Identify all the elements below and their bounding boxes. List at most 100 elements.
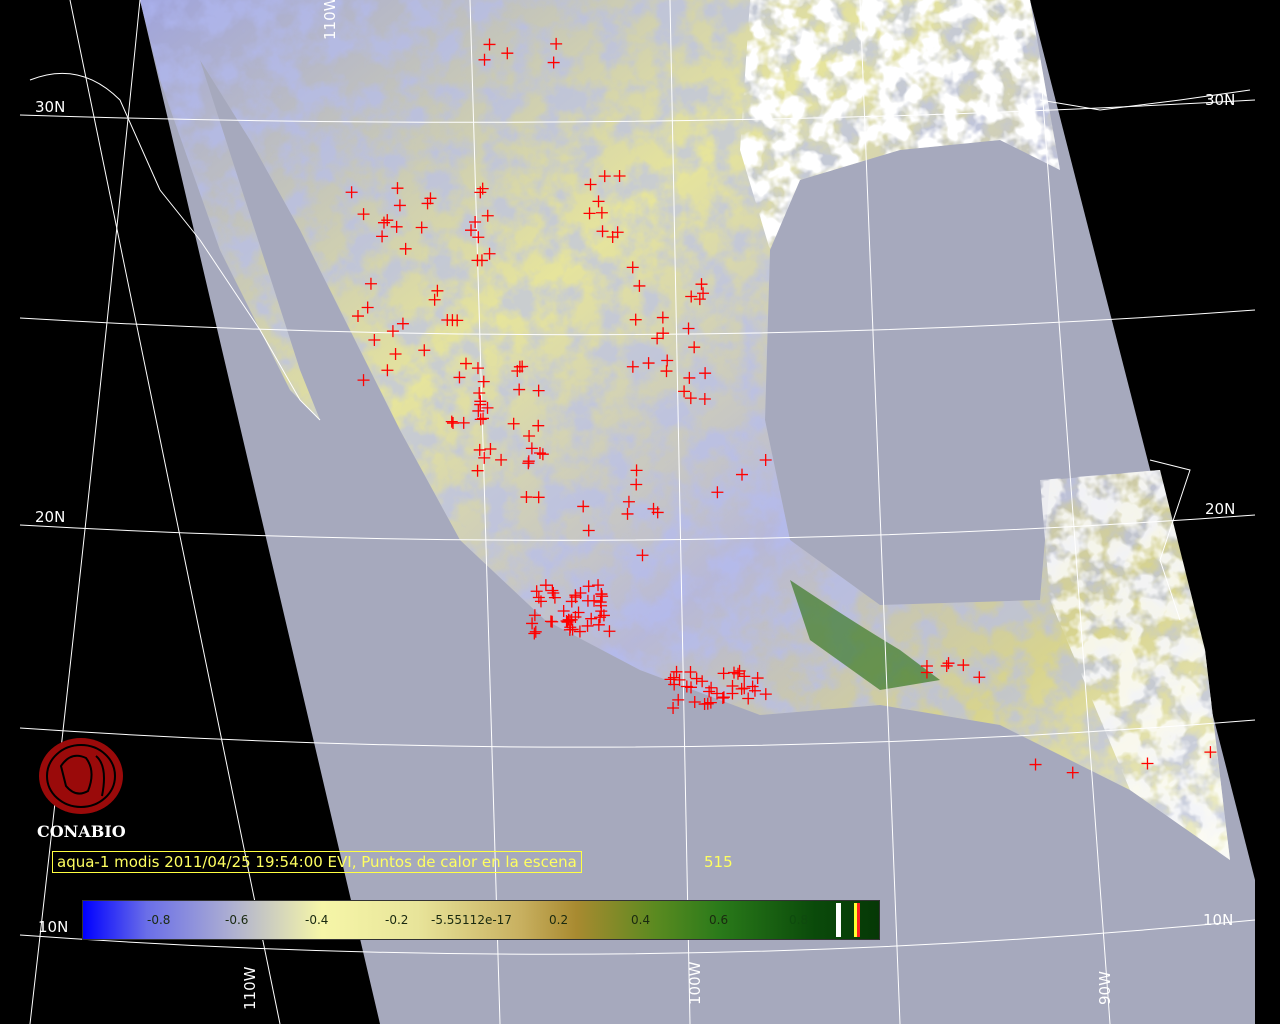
hotspot-marker (469, 216, 482, 229)
hotspot-marker (381, 214, 394, 227)
hotspot-marker (386, 325, 399, 338)
lon-label-110w: 110W (241, 966, 259, 1010)
hotspot-marker (611, 226, 624, 239)
hotspot-marker (581, 619, 594, 632)
hotspot-marker (530, 585, 543, 598)
hotspot-marker (656, 311, 669, 324)
hotspot-marker (528, 627, 541, 640)
hotspot-marker (630, 478, 643, 491)
lat-label-10n-left: 10N (38, 918, 68, 936)
hotspot-marker (424, 192, 437, 205)
hotspot-marker (520, 491, 533, 504)
colorbar-stripe-yellow (854, 903, 857, 937)
hotspot-marker (1141, 757, 1154, 770)
hotspot-marker (532, 591, 545, 604)
hotspot-marker (391, 182, 404, 195)
coastlines (29, 72, 1251, 621)
hotspot-marker (606, 231, 619, 244)
hotspot-marker (751, 672, 764, 685)
hotspot-marker (528, 609, 541, 622)
hotspot-marker (598, 170, 611, 183)
land-mass (140, 0, 1230, 860)
hotspot-marker (475, 254, 488, 267)
hotspot-marker (472, 231, 485, 244)
hotspot-marker (481, 209, 494, 222)
hotspot-marker (592, 579, 605, 592)
hotspot-marker (582, 580, 595, 593)
hotspot-marker (957, 659, 970, 672)
hotspot-marker (399, 242, 412, 255)
hotspot-marker (446, 314, 459, 327)
hotspot-marker (377, 216, 390, 229)
hotspot-marker (547, 56, 560, 69)
hotspot-marker (431, 284, 444, 297)
hotspot-marker (667, 702, 680, 715)
hotspot-marker (513, 383, 526, 396)
hotspot-marker (501, 47, 514, 60)
hotspot-marker (357, 374, 370, 387)
hotspot-marker (684, 392, 697, 405)
hotspot-marker (688, 341, 701, 354)
hotspot-marker (626, 261, 639, 274)
hotspot-marker (588, 594, 601, 607)
hotspot-marker (683, 371, 696, 384)
hotspot-marker (381, 364, 394, 377)
hotspot-marker (657, 327, 670, 340)
hotspot-marker (577, 500, 590, 513)
hotspot-marker (459, 357, 472, 370)
hotspot-marker (562, 613, 575, 626)
colorbar-tick: -0.8 (147, 913, 171, 927)
hotspot-marker (973, 671, 986, 684)
hotspot-marker (389, 347, 402, 360)
hotspot-marker (742, 692, 755, 705)
hotspot-marker (478, 451, 491, 464)
hotspot-marker (421, 197, 434, 210)
hotspot-marker (474, 395, 487, 408)
lat-label-20n-right: 20N (1205, 500, 1235, 518)
lat-label-30n-right: 30N (1205, 91, 1235, 109)
hotspot-marker (546, 615, 559, 628)
hotspot-marker (584, 178, 597, 191)
hotspot-marker (592, 195, 605, 208)
hotspot-marker (642, 357, 655, 370)
hotspot-marker (630, 464, 643, 477)
hotspot-marker (546, 584, 559, 597)
hotspot-marker (569, 589, 582, 602)
hotspot-marker (636, 549, 649, 562)
scene-caption: aqua-1 modis 2011/04/25 19:54:00 EVI, Pu… (52, 851, 582, 873)
hotspot-marker (507, 417, 520, 430)
hotspot-marker (532, 384, 545, 397)
hotspot-marker (484, 442, 497, 455)
dense-vegetation (790, 580, 940, 690)
hotspot-marker (447, 417, 460, 430)
hotspot-marker (525, 442, 538, 455)
hotspot-marker (351, 310, 364, 323)
hotspot-marker (474, 186, 487, 199)
lat-lon-grid (19, 0, 1256, 1024)
colorbar-tick: -5.55112e-17 (431, 913, 512, 927)
hotspot-marker (726, 687, 739, 700)
hotspot-marker (738, 670, 751, 683)
hotspot-marker (495, 453, 508, 466)
colorbar-tick: -0.6 (225, 913, 249, 927)
hotspot-marker (532, 419, 545, 432)
hotspot-marker (942, 657, 955, 670)
colorbar-tick: -0.2 (385, 913, 409, 927)
hotspot-marker (357, 208, 370, 221)
hotspot-marker (474, 413, 487, 426)
hotspot-marker (428, 293, 441, 306)
hotspot-marker (532, 491, 545, 504)
hotspot-marker (529, 625, 542, 638)
hotspot-marker (595, 206, 608, 219)
hotspot-marker (390, 220, 403, 233)
colorbar-tick: 0.6 (709, 913, 729, 927)
hotspot-marker (693, 293, 706, 306)
hotspot-marker (548, 591, 561, 604)
hotspot-marker (583, 207, 596, 220)
hotspot-marker (478, 53, 491, 66)
hotspot-marker (361, 301, 374, 314)
lon-label-100w: 100W (686, 961, 704, 1005)
hotspot-marker (621, 507, 634, 520)
hotspot-marker (682, 322, 695, 335)
